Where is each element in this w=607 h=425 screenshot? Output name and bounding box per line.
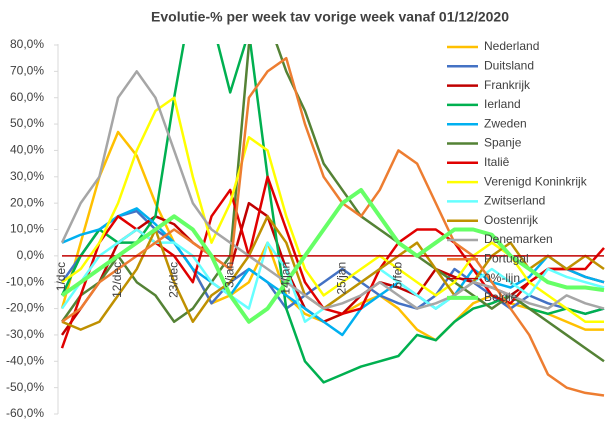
legend-label: Oostenrijk	[484, 213, 539, 227]
legend-label: Nederland	[484, 39, 539, 53]
plot-area	[60, 44, 605, 397]
y-tick-label: 60,0%	[10, 90, 44, 104]
x-tick-label: 3/jan	[222, 262, 236, 288]
y-tick-label: -40,0%	[6, 353, 44, 367]
legend-label: Verenigd Koninkrijk	[484, 174, 588, 188]
legend-label: Zwitserland	[484, 194, 545, 208]
legend-label: 0%-lijn	[484, 271, 520, 285]
y-tick-label: -10,0%	[6, 274, 44, 288]
series-line	[60, 187, 605, 324]
x-tick-label: 25/jan	[335, 262, 349, 295]
x-tick-label: 14/jan	[278, 262, 292, 295]
x-tick-label: 1/dec	[54, 262, 68, 291]
legend-label: Frankrijk	[484, 78, 531, 92]
y-tick-label: -20,0%	[6, 301, 44, 315]
y-tick-label: -60,0%	[6, 406, 44, 420]
y-tick-label: 30,0%	[10, 169, 44, 183]
legend-label: Denemarken	[484, 232, 553, 246]
x-tick-label: 23/dec	[166, 262, 180, 298]
legend-label: Spanje	[484, 136, 522, 150]
y-tick-label: -50,0%	[6, 380, 44, 394]
legend-label: Portugal	[484, 251, 529, 265]
series-line	[60, 201, 605, 336]
y-tick-label: 40,0%	[10, 143, 44, 157]
x-tick-label: 5/feb	[391, 262, 405, 289]
y-tick-label: 80,0%	[10, 37, 44, 51]
legend-label: Duitsland	[484, 58, 534, 72]
series-line	[60, 209, 605, 316]
y-tick-label: -30,0%	[6, 327, 44, 341]
legend-label: Zweden	[484, 116, 527, 130]
series-line	[61, 215, 605, 331]
y-tick-label: 20,0%	[10, 195, 44, 209]
y-tick-label: 50,0%	[10, 116, 44, 130]
y-tick-label: 0,0%	[17, 248, 45, 262]
y-tick-label: 70,0%	[10, 64, 44, 78]
legend-label: Italiê	[484, 155, 510, 169]
y-tick-label: 10,0%	[10, 222, 44, 236]
legend-label: België	[484, 290, 518, 304]
x-tick-label: 12/dec	[110, 262, 124, 298]
chart-title: Evolutie-% per week tav vorige week vana…	[151, 9, 509, 25]
series-line	[61, 56, 605, 397]
legend-label: Ierland	[484, 97, 521, 111]
series-line	[60, 70, 605, 310]
